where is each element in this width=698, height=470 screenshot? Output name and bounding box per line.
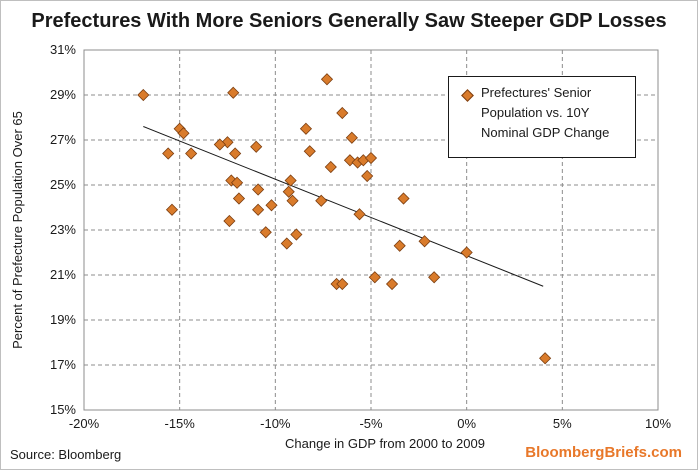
- source-note: Source: Bloomberg: [10, 447, 122, 462]
- data-point: [345, 131, 358, 144]
- data-point: [231, 176, 244, 189]
- tick-labels: -20% -15% -10% -5% 0% 5% 10% 15% 17% 19% 21% 23% 25%…: [50, 42, 671, 431]
- data-point: [336, 106, 349, 120]
- data-point: [286, 194, 299, 207]
- x-tick-label: 5%: [553, 416, 572, 431]
- x-tick-label: -15%: [164, 416, 195, 431]
- data-point: [165, 203, 179, 216]
- data-point: [324, 160, 337, 174]
- data-point: [177, 127, 190, 140]
- data-point: [460, 246, 473, 259]
- trendline: [143, 126, 544, 287]
- chart-title: Prefectures With More Seniors Generally …: [31, 10, 667, 32]
- y-tick-label: 23%: [50, 222, 76, 237]
- y-tick-label: 15%: [50, 402, 76, 417]
- legend: Prefectures' Senior Population vs. 10Y N…: [448, 76, 636, 158]
- data-point: [185, 147, 198, 160]
- data-point: [162, 147, 175, 160]
- data-point: [223, 214, 236, 228]
- legend-marker-diamond-icon: [461, 89, 474, 102]
- data-point: [361, 169, 374, 183]
- x-tick-label: 0%: [457, 416, 476, 431]
- x-tick-label: 10%: [645, 416, 671, 431]
- data-point: [353, 208, 366, 221]
- brand-logo: BloombergBriefs.com: [525, 444, 682, 461]
- y-tick-label: 21%: [50, 267, 76, 282]
- y-tick-label: 19%: [50, 312, 76, 327]
- data-point: [539, 352, 552, 365]
- data-point: [385, 277, 399, 291]
- data-point: [213, 138, 226, 151]
- data-point: [250, 140, 263, 153]
- y-tick-label: 27%: [50, 132, 76, 147]
- y-tick-label: 17%: [50, 357, 76, 372]
- data-point: [280, 237, 293, 250]
- data-point: [229, 147, 242, 160]
- legend-label: Prefectures' Senior Population vs. 10Y N…: [481, 85, 610, 140]
- data-point: [252, 183, 265, 196]
- y-tick-label: 29%: [50, 87, 76, 102]
- y-tick-label: 25%: [50, 177, 76, 192]
- data-point: [364, 151, 378, 165]
- axes: [83, 49, 659, 411]
- data-point: [428, 271, 441, 284]
- y-axis-label: Percent of Prefecture Population Over 65: [10, 111, 25, 349]
- trendline-group: [143, 126, 544, 287]
- x-tick-label: -5%: [359, 416, 383, 431]
- data-point: [227, 86, 240, 99]
- data-point: [397, 192, 410, 205]
- x-axis-label: Change in GDP from 2000 to 2009: [285, 436, 485, 451]
- plot-area: [83, 49, 659, 411]
- data-point: [315, 194, 328, 207]
- data-point: [137, 88, 150, 102]
- x-tick-label: -20%: [69, 416, 100, 431]
- data-point: [299, 122, 313, 135]
- data-point: [282, 185, 295, 198]
- data-point: [393, 239, 406, 252]
- data-point: [232, 192, 246, 205]
- data-points: [137, 73, 552, 365]
- data-point: [303, 145, 316, 158]
- data-point: [284, 174, 297, 187]
- data-point: [290, 228, 303, 241]
- x-tick-label: -10%: [260, 416, 291, 431]
- data-point: [320, 73, 334, 86]
- data-point: [336, 277, 349, 291]
- data-point: [368, 271, 381, 284]
- data-point: [259, 226, 272, 239]
- data-point: [252, 203, 265, 216]
- y-tick-label: 31%: [50, 42, 76, 57]
- data-point: [265, 199, 278, 212]
- data-point: [418, 235, 431, 248]
